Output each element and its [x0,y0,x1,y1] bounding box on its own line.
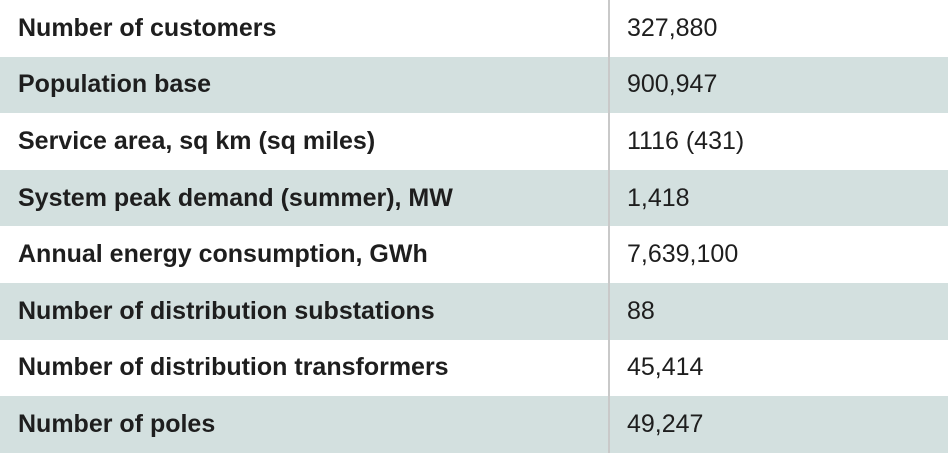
table-row: Number of customers 327,880 [0,0,948,57]
row-label: Population base [0,56,610,114]
row-label: Number of poles [0,396,610,453]
table-row: System peak demand (summer), MW 1,418 [0,169,948,227]
table-row: Annual energy consumption, GWh 7,639,100 [0,226,948,283]
table-row: Population base 900,947 [0,56,948,114]
row-value: 7,639,100 [627,240,739,269]
row-value: 1116 (431) [627,126,745,155]
table-row: Number of distribution transformers 45,41… [0,339,948,397]
row-value: 45,414 [627,353,704,382]
row-value: 49,247 [627,409,704,438]
row-label: Service area, sq km (sq miles) [0,113,610,170]
row-value: 900,947 [627,70,718,99]
row-label: Number of distribution substations [0,282,610,340]
row-value: 327,880 [627,13,718,42]
row-value: 1,418 [627,183,690,212]
row-label: Number of customers [0,0,610,57]
table-row: Number of poles 49,247 [0,396,948,453]
table-row: Service area, sq km (sq miles) 1116 (431) [0,113,948,170]
table-row: Number of distribution substations 88 [0,282,948,340]
row-value: 88 [627,296,655,325]
row-label: Annual energy consumption, GWh [0,226,610,283]
row-label: Number of distribution transformers [0,339,610,397]
row-label: System peak demand (summer), MW [0,169,610,227]
